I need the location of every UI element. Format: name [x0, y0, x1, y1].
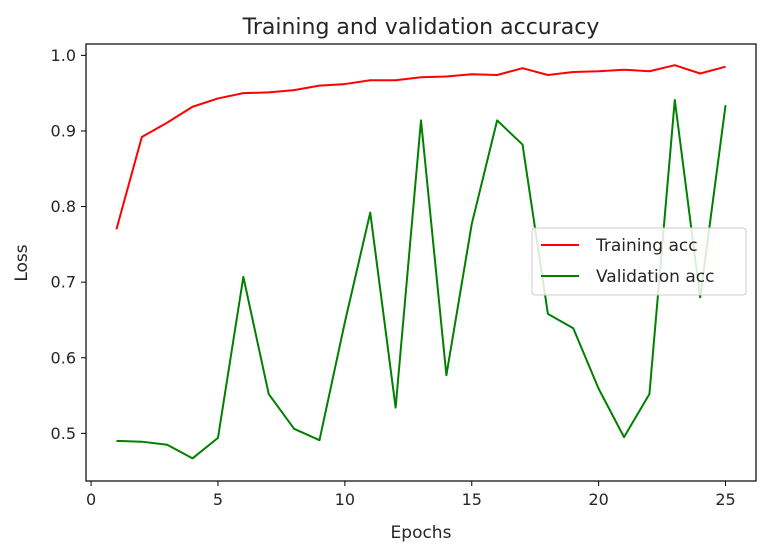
training-acc-legend-label: Training acc: [595, 236, 698, 256]
x-tick-label: 0: [86, 490, 96, 509]
plot-frame: [85, 43, 757, 482]
y-tick-label: 0.8: [51, 197, 76, 216]
x-axis-ticks: 0 5 10 15 20 25: [86, 481, 736, 509]
training-acc-line: [115, 64, 726, 230]
y-tick-label: 0.9: [51, 121, 76, 140]
y-axis-ticks: 0.5 0.6 0.7 0.8 0.9 1.0: [51, 46, 86, 443]
legend: Training acc Validation acc: [531, 227, 747, 296]
legend-items: Training acc Validation acc: [541, 236, 714, 287]
validation-acc-line: [116, 98, 727, 460]
x-axis-label: Epochs: [391, 523, 452, 543]
x-tick-label: 5: [213, 490, 223, 509]
x-tick-label: 20: [588, 490, 608, 509]
x-tick-label: 15: [462, 490, 482, 509]
y-tick-label: 0.5: [51, 424, 76, 443]
legend-box: [531, 227, 747, 296]
x-tick-label: 25: [715, 490, 735, 509]
series-layer: [115, 64, 727, 460]
chart-title: Training and validation accuracy: [242, 15, 600, 40]
x-tick-label: 10: [335, 490, 355, 509]
y-tick-label: 1.0: [51, 46, 76, 65]
y-tick-label: 0.6: [51, 348, 76, 367]
y-axis-label: Loss: [12, 244, 32, 281]
y-tick-label: 0.7: [51, 273, 76, 292]
plot-area: [85, 43, 757, 482]
validation-acc-legend-label: Validation acc: [596, 267, 714, 287]
